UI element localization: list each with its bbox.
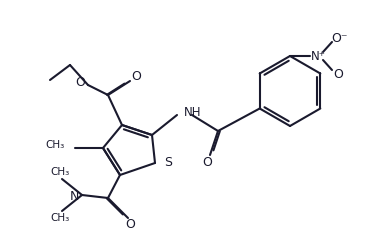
Text: O: O xyxy=(202,156,212,170)
Text: CH₃: CH₃ xyxy=(46,140,65,150)
Text: O: O xyxy=(75,77,85,89)
Text: NH: NH xyxy=(184,106,201,120)
Text: O: O xyxy=(333,68,343,80)
Text: CH₃: CH₃ xyxy=(50,167,69,177)
Text: CH₃: CH₃ xyxy=(50,213,69,223)
Text: O⁻: O⁻ xyxy=(332,32,348,44)
Text: O: O xyxy=(131,70,141,84)
Text: S: S xyxy=(164,156,172,170)
Text: N⁺: N⁺ xyxy=(310,50,326,62)
Text: N: N xyxy=(69,190,79,202)
Text: O: O xyxy=(125,218,135,232)
